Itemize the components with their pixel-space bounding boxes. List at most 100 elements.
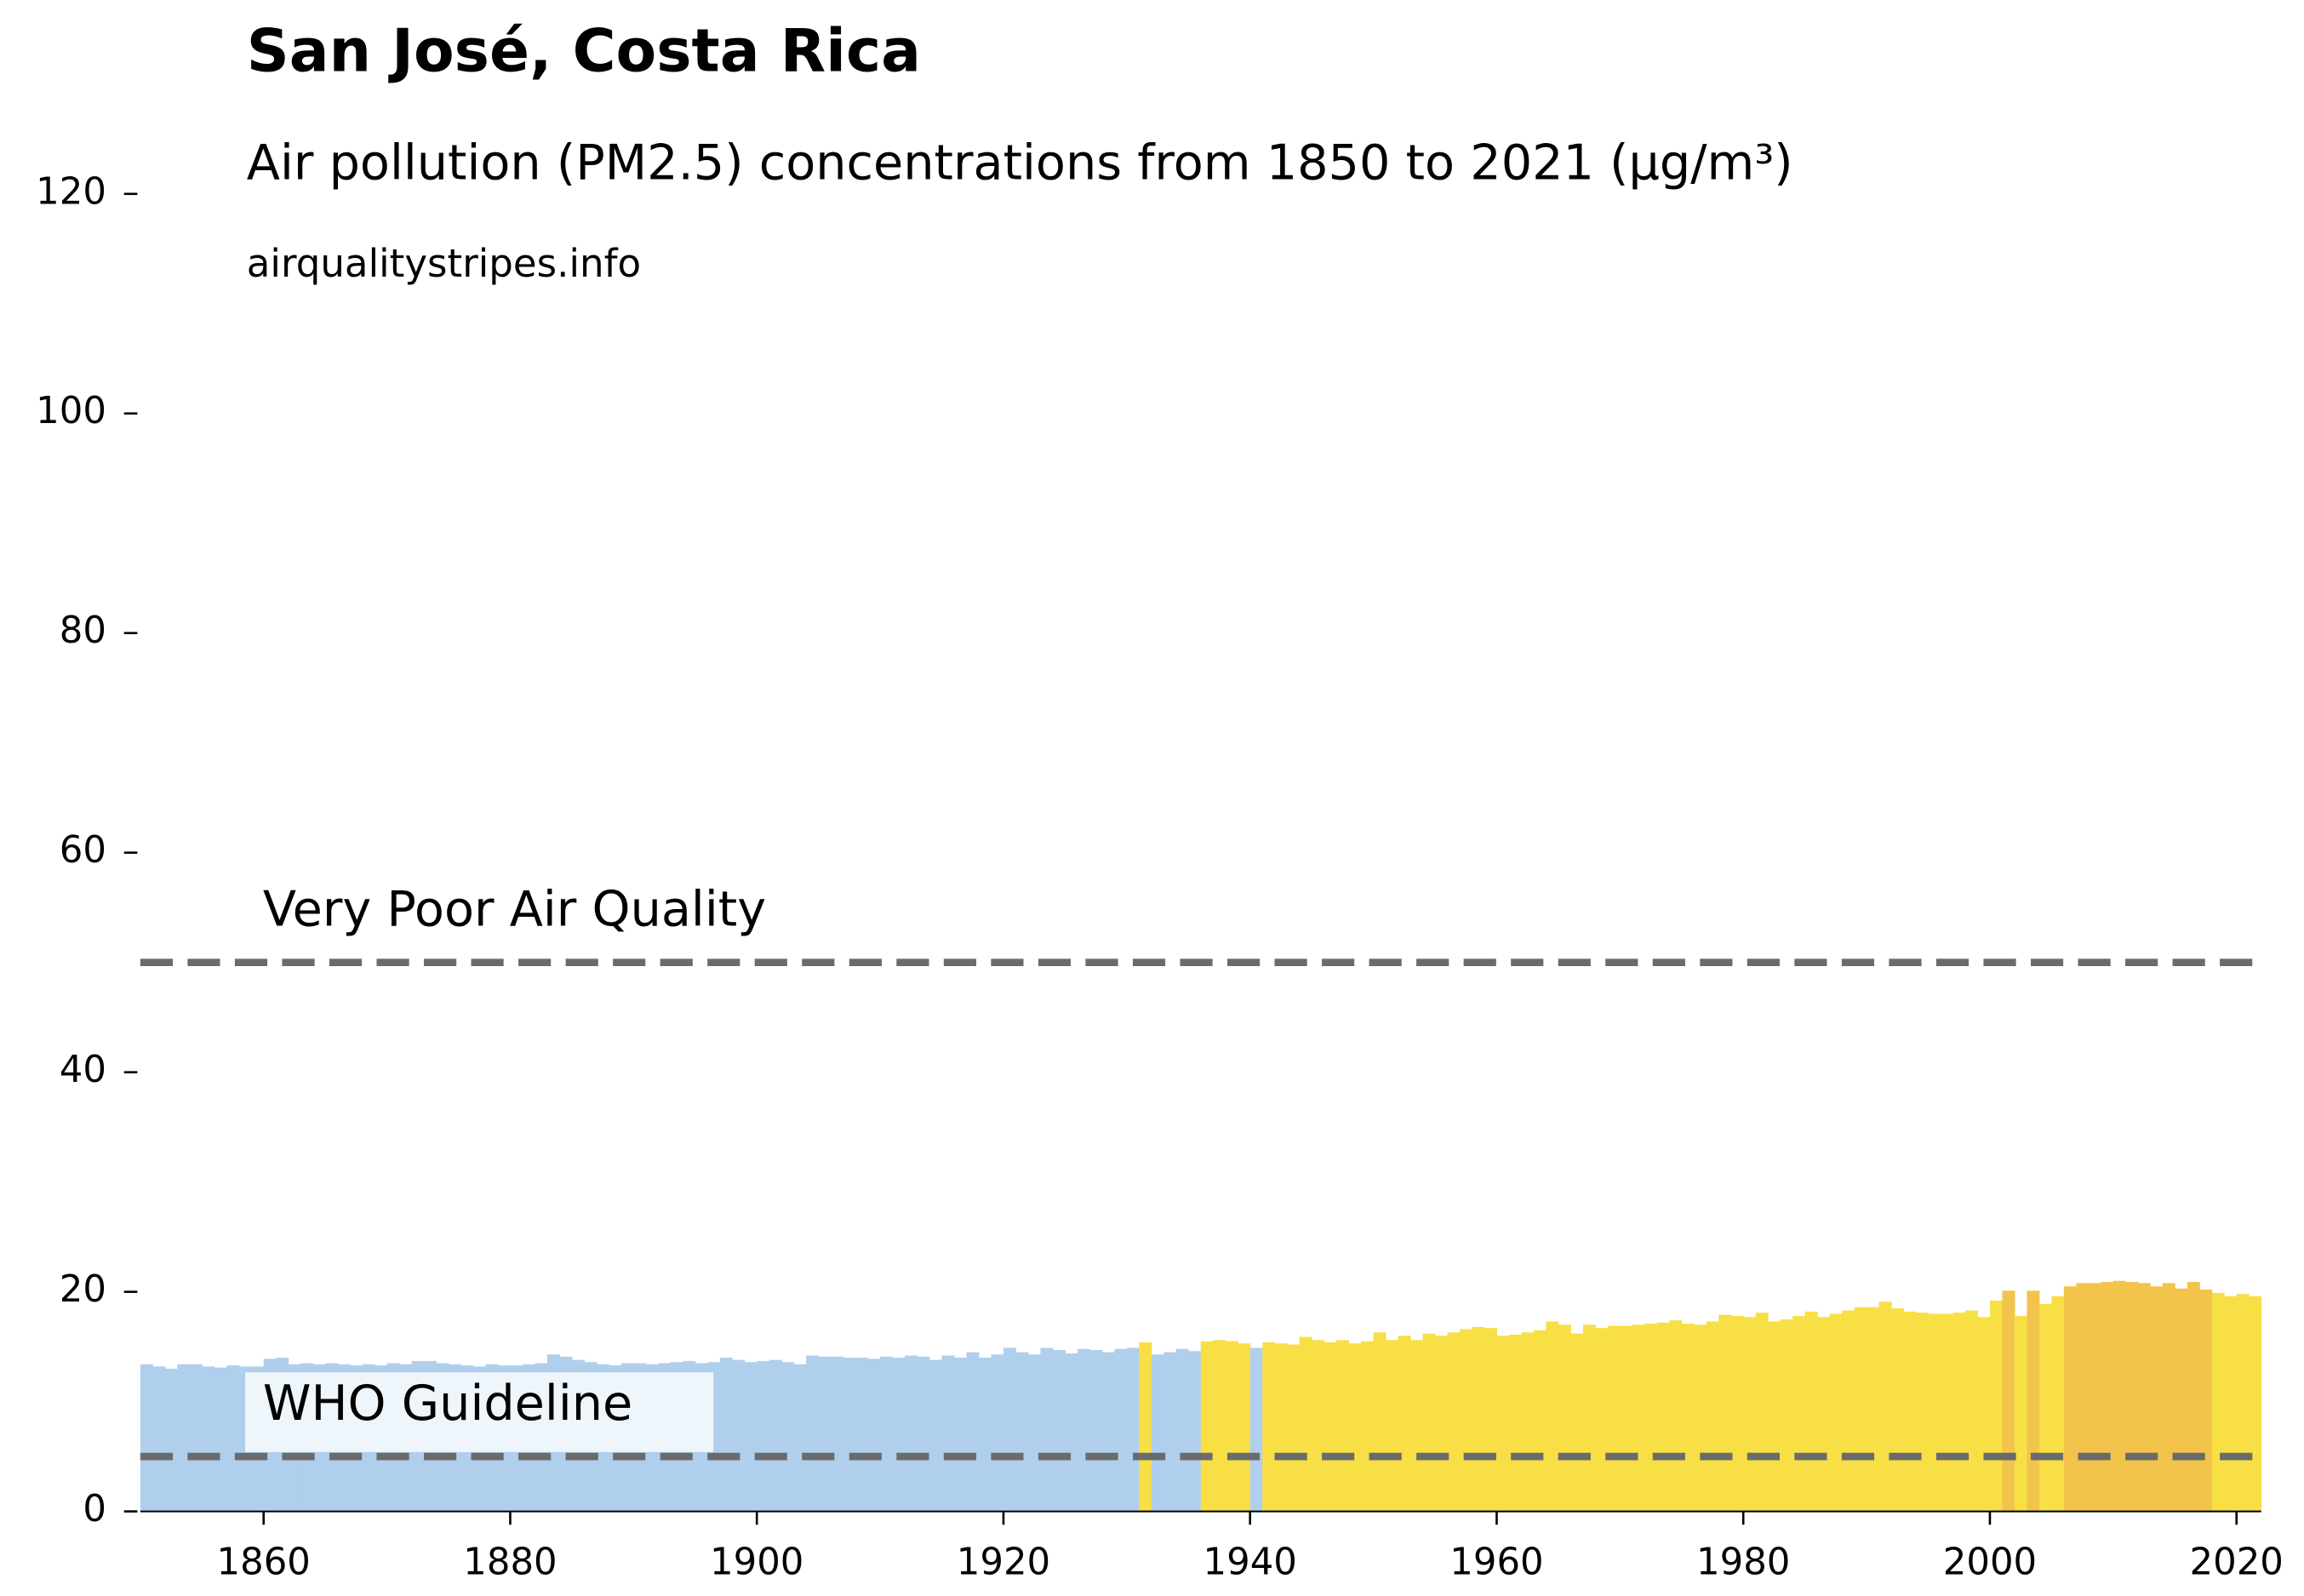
reference-label: Very Poor Air Quality: [263, 880, 766, 937]
bar: [1484, 1328, 1497, 1512]
y-tick-label: 80: [60, 609, 106, 652]
bar: [1607, 1325, 1621, 1512]
bar: [1249, 1347, 1263, 1512]
bar: [2038, 1303, 2052, 1512]
bar: [189, 1364, 203, 1512]
bar: [2162, 1283, 2175, 1512]
bar: [1792, 1316, 1806, 1512]
bar: [1768, 1321, 1781, 1512]
bar: [1804, 1311, 1818, 1512]
bar: [152, 1366, 166, 1512]
bar: [1916, 1313, 1930, 1512]
bar: [781, 1362, 795, 1512]
bar: [917, 1356, 930, 1512]
bar: [732, 1359, 746, 1512]
bar: [1213, 1340, 1226, 1512]
bar: [1755, 1313, 1769, 1512]
bar: [966, 1352, 980, 1512]
bar: [1459, 1329, 1473, 1512]
bar: [978, 1358, 992, 1512]
bar: [2088, 1283, 2101, 1512]
bar: [880, 1356, 894, 1512]
bar: [1238, 1343, 1251, 1512]
x-tick-label: 1880: [463, 1542, 557, 1584]
bar: [1447, 1332, 1461, 1512]
bar: [1287, 1344, 1301, 1512]
bar: [1508, 1334, 1522, 1512]
bar: [1706, 1321, 1719, 1512]
bar: [1989, 1300, 2003, 1512]
bar: [2027, 1290, 2040, 1512]
x-tick-label: 1900: [710, 1542, 803, 1584]
bar: [2002, 1290, 2015, 1512]
bar: [1225, 1341, 1238, 1512]
bar: [744, 1362, 758, 1512]
bar: [214, 1367, 227, 1512]
bar: [941, 1355, 955, 1512]
bar: [1386, 1340, 1399, 1512]
bar: [1669, 1320, 1683, 1512]
x-tick-label: 2000: [1943, 1542, 2037, 1584]
bar: [2112, 1280, 2126, 1512]
bar: [2150, 1286, 2164, 1512]
bar: [2211, 1292, 2225, 1512]
bar: [1867, 1307, 1880, 1512]
bar: [892, 1358, 906, 1512]
bar: [1101, 1352, 1115, 1512]
x-tick-label: 1940: [1203, 1542, 1297, 1584]
bar: [202, 1366, 215, 1512]
bar: [1952, 1313, 1966, 1512]
bar: [1558, 1324, 1571, 1512]
bar: [2175, 1288, 2188, 1512]
bar: [1878, 1301, 1892, 1512]
bar: [1694, 1324, 1707, 1512]
bar: [2199, 1290, 2213, 1512]
bar: [1410, 1340, 1424, 1512]
label-box: [245, 1372, 714, 1452]
bar: [2076, 1283, 2090, 1512]
bar: [2063, 1286, 2077, 1512]
y-tick-label: 60: [60, 829, 106, 872]
bar: [1175, 1348, 1189, 1512]
bar: [1089, 1350, 1103, 1512]
bar: [1262, 1341, 1276, 1512]
bar: [905, 1355, 918, 1512]
bar: [843, 1358, 856, 1512]
bar: [1817, 1317, 1831, 1512]
bar: [1188, 1351, 1202, 1512]
bar: [1977, 1317, 1991, 1512]
bar: [954, 1358, 968, 1512]
bar: [806, 1355, 820, 1512]
bar: [1472, 1326, 1485, 1512]
bar: [855, 1358, 869, 1512]
bar: [2014, 1316, 2027, 1512]
bar: [177, 1364, 191, 1512]
bar: [1336, 1340, 1350, 1512]
bar: [2224, 1296, 2238, 1512]
bar: [1854, 1307, 1867, 1512]
bar: [1903, 1311, 1917, 1512]
chart-subtitle: Air pollution (PM2.5) concentrations fro…: [247, 134, 1793, 191]
bar: [2125, 1282, 2139, 1512]
reference-label: WHO Guideline: [263, 1375, 632, 1432]
bar: [1496, 1336, 1510, 1512]
bar: [1546, 1321, 1559, 1512]
bar: [1743, 1317, 1757, 1512]
bar: [1964, 1310, 1978, 1512]
bar: [226, 1365, 240, 1512]
bar: [1435, 1336, 1449, 1512]
x-tick-label: 1920: [957, 1542, 1050, 1584]
bar: [2249, 1296, 2262, 1512]
bar: [1299, 1336, 1312, 1512]
bar: [2101, 1282, 2114, 1512]
bar: [1312, 1340, 1325, 1512]
bar: [1126, 1347, 1140, 1512]
bar: [1348, 1343, 1362, 1512]
bar: [1941, 1313, 1954, 1512]
bar: [1829, 1313, 1843, 1512]
bar: [793, 1364, 807, 1512]
bar: [2051, 1296, 2065, 1512]
y-tick-label: 20: [60, 1268, 106, 1311]
y-tick-label: 100: [36, 390, 106, 432]
